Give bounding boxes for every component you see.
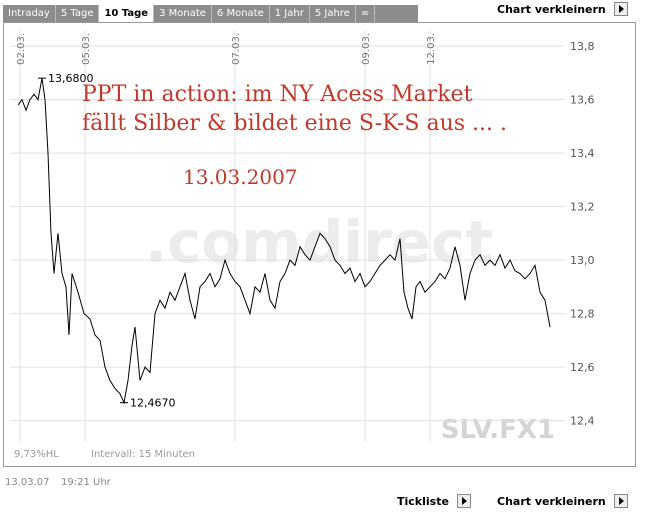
tab-bar: Intraday 5 Tage 10 Tage 3 Monate 6 Monat… (3, 5, 418, 22)
tab[interactable]: ∞ (356, 5, 376, 22)
footer-time: 19:21 Uhr (61, 477, 111, 488)
tickliste-link[interactable]: Tickliste (397, 494, 471, 508)
x-tick-label: 12.03. (426, 33, 437, 65)
tab[interactable]: 5 Tage (56, 5, 100, 22)
chart-frame (3, 22, 636, 467)
arrow-button[interactable] (456, 494, 471, 508)
x-tick-label: 05.03. (81, 33, 92, 65)
link-text: Chart verkleinern (497, 494, 606, 508)
tab[interactable]: 5 Jahre (310, 5, 356, 22)
chart-shrink-link[interactable]: Chart verkleinern (497, 494, 628, 508)
tab[interactable]: Intraday (3, 5, 56, 22)
annotation: 13.03.2007 (183, 165, 298, 189)
low-marker-label: 12,4670 (130, 397, 176, 410)
y-tick-label: 13,6 (570, 94, 595, 107)
annotation: PPT in action: im NY Acess Market (82, 82, 473, 107)
x-tick-label: 09.03. (361, 33, 372, 65)
plot: 13,6800 12,4670 (17, 72, 551, 410)
tab[interactable]: 3 Monate (154, 5, 212, 22)
x-tick-label: 07.03. (231, 33, 242, 65)
link-text: Tickliste (397, 494, 449, 508)
x-tick-label: 02.03. (16, 33, 27, 65)
annotation: fällt Silber & bildet eine S-K-S aus ...… (82, 111, 507, 136)
tab[interactable]: 10 Tage (99, 5, 155, 22)
price-line (17, 78, 551, 405)
high-marker-label: 13,6800 (48, 72, 94, 85)
interval: Intervall: 15 Minuten (91, 449, 195, 460)
arrow-button[interactable] (613, 2, 628, 16)
y-tick-label: 13,0 (570, 254, 595, 267)
link-text: Chart verkleinern (497, 2, 606, 16)
y-tick-label: 13,4 (570, 147, 595, 160)
y-tick-label: 12,6 (570, 361, 595, 374)
grid: 12,4 12,6 12,8 13,0 13,2 13,4 13,6 13,8 02.03. 05… (10, 30, 595, 442)
y-tick-label: 13,8 (570, 40, 595, 53)
footer-date: 13.03.07 (5, 477, 50, 488)
watermark: .comdirect (145, 208, 493, 276)
tab[interactable]: 6 Monate (212, 5, 270, 22)
chart-shrink-link[interactable]: Chart verkleinern (497, 2, 628, 16)
arrow-button[interactable] (613, 494, 628, 508)
symbol: SLV.FX1 (441, 415, 555, 445)
status: 9,73%HL (14, 449, 59, 460)
y-tick-label: 13,2 (570, 201, 595, 214)
tab[interactable]: 1 Jahr (270, 5, 310, 22)
y-tick-label: 12,4 (570, 415, 595, 428)
y-tick-label: 12,8 (570, 308, 595, 321)
